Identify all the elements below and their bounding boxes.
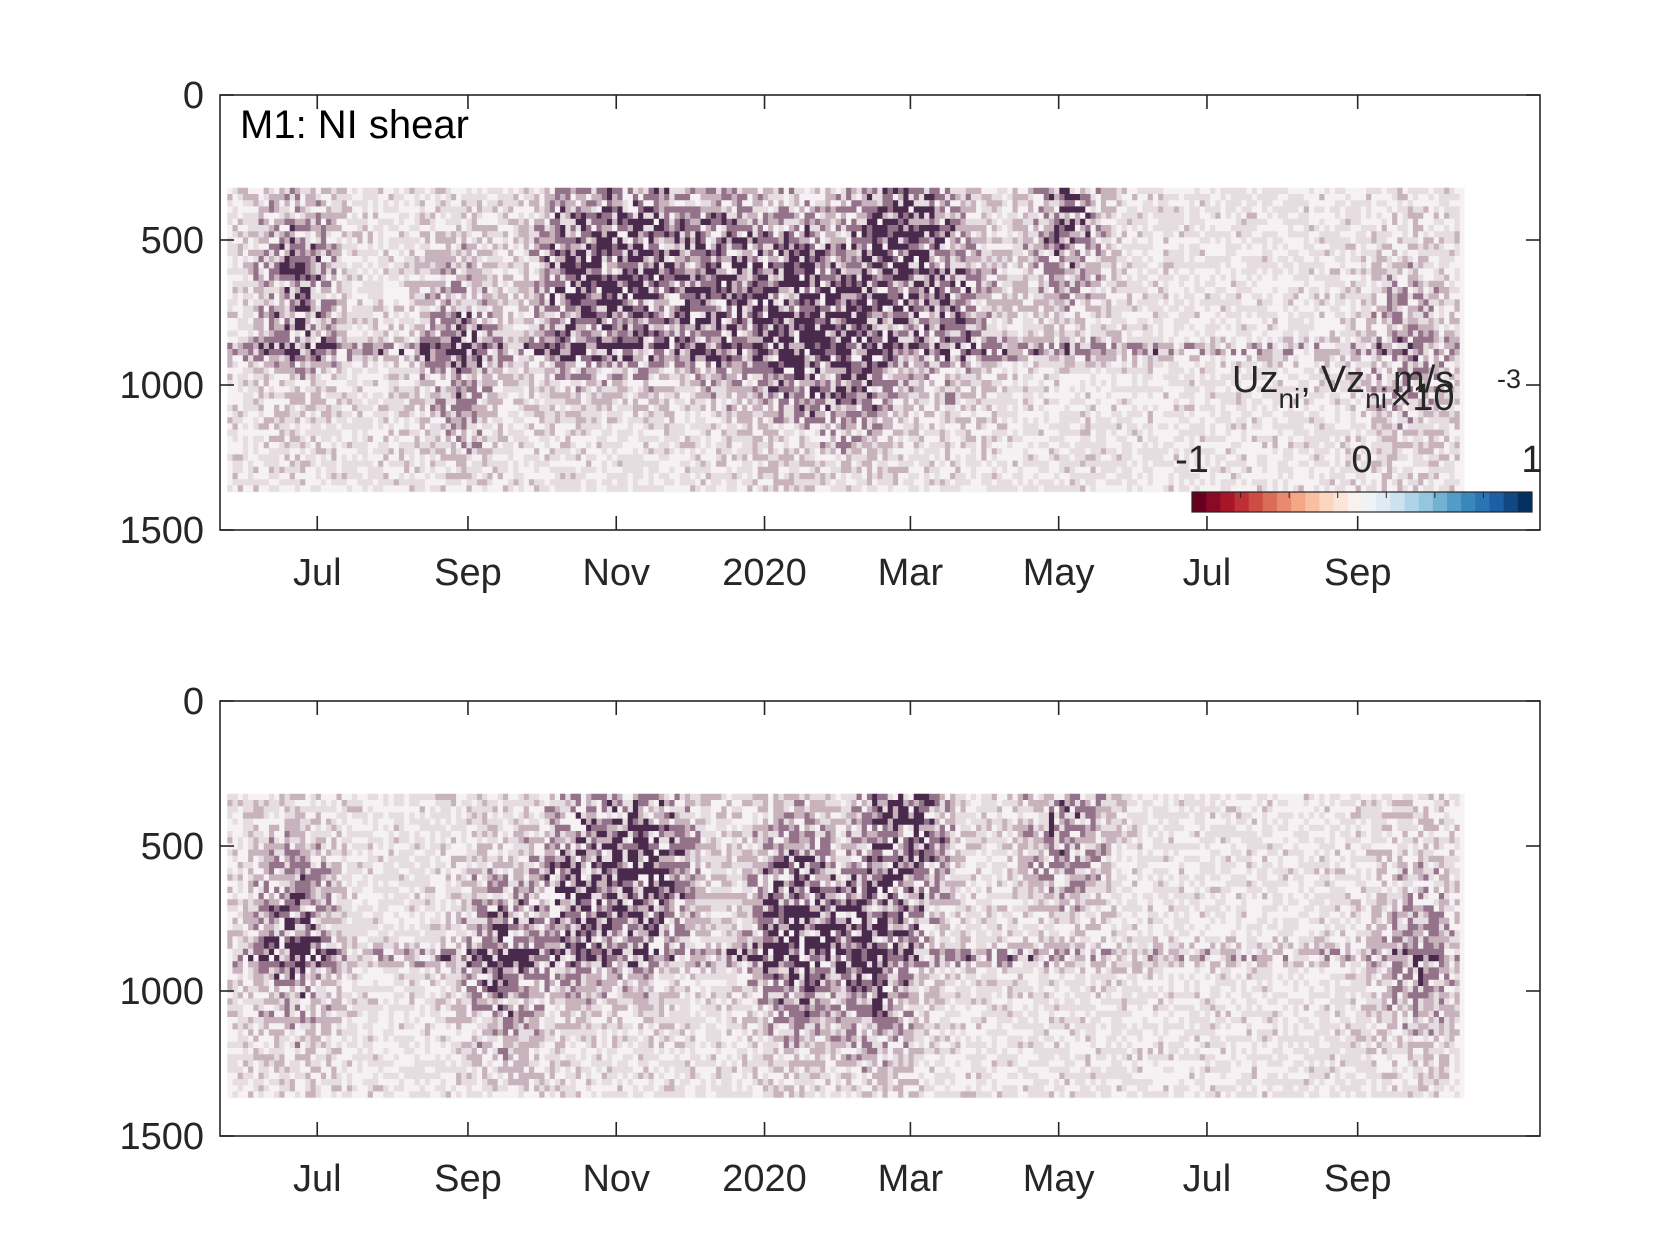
bottom-panel-heatmap-cells-d	[248, 793, 1439, 1017]
colorbar-swatch	[1291, 492, 1306, 512]
bottom-panel-y-axis: 0 500 1000 1500	[119, 681, 1540, 1158]
colorbar-swatch	[1517, 492, 1533, 512]
top-panel-x-tick-label: Sep	[1324, 552, 1392, 594]
colorbar-swatch	[1489, 492, 1505, 512]
top-panel-title: M1: NI shear	[240, 103, 469, 147]
bottom-panel-axes-box	[219, 700, 1541, 1137]
bottom-panel-x-tick-label: Jul	[293, 1158, 342, 1200]
colorbar-swatch	[1432, 492, 1448, 512]
top-panel-x-tick-label: Jul	[293, 552, 342, 594]
colorbar-swatch	[1447, 492, 1462, 512]
colorbar-swatch	[1206, 492, 1221, 512]
colorbar-swatch	[1319, 492, 1335, 512]
colorbar-label-sub-2: ni	[1365, 383, 1387, 414]
colorbar-tick-label: 1	[1521, 439, 1542, 481]
bottom-panel: 0 500 1000 1500 Jul Sep Nov 2020 Mar May Jul Sep	[119, 681, 1541, 1200]
bottom-panel-x-tick-label: Sep	[434, 1158, 502, 1200]
colorbar-swatch	[1234, 492, 1250, 512]
top-panel-x-tick-label: Nov	[582, 552, 650, 594]
colorbar-exponent: -3	[1497, 364, 1521, 394]
top-panel-heatmap-cells-a	[227, 187, 1460, 492]
colorbar-ticks	[1240, 492, 1484, 498]
top-panel-heatmap-cells-c	[227, 187, 1460, 455]
colorbar-label-sub-1: ni	[1278, 383, 1300, 414]
bottom-panel-x-tick-label: 2020	[722, 1158, 807, 1200]
top-panel: 0 500 1000 1500 Jul Sep Nov 2020 Mar May Jul Sep M…	[119, 75, 1542, 594]
top-panel-y-tick-label: 0	[183, 75, 204, 117]
colorbar-label-main-1: Uz	[1232, 359, 1278, 401]
bottom-panel-y-tick-label: 1500	[119, 1116, 204, 1158]
top-panel-x-tick-label: Mar	[878, 552, 944, 594]
colorbar-swatch	[1390, 492, 1405, 512]
top-panel-y-tick-label: 1500	[119, 510, 204, 552]
colorbar-swatch	[1262, 492, 1278, 512]
top-panel-y-tick-label: 500	[141, 220, 204, 262]
colorbar-tick-label: -1	[1175, 439, 1209, 481]
top-panel-x-tick-label: 2020	[722, 552, 807, 594]
top-panel-x-tick-label: Sep	[434, 552, 502, 594]
colorbar-label-sep: ,	[1300, 359, 1311, 401]
bottom-panel-x-axis: Jul Sep Nov 2020 Mar May Jul Sep	[293, 701, 1392, 1200]
colorbar-swatch	[1362, 492, 1377, 512]
colorbar-swatch	[1277, 492, 1292, 512]
top-panel-heatmap-cells-b	[227, 187, 1460, 492]
colorbar-swatch	[1333, 492, 1349, 512]
colorbar-label: Uzni, Vzni m/s	[1232, 359, 1454, 414]
bottom-panel-x-tick-label: Nov	[582, 1158, 650, 1200]
bottom-panel-y-tick-label: 0	[183, 681, 204, 723]
colorbar: Uzni, Vzni m/s ×10 -3 -1 0 1	[1175, 359, 1543, 513]
bottom-panel-y-tick-label: 500	[141, 826, 204, 868]
colorbar-swatch	[1220, 492, 1235, 512]
top-panel-heatmap	[227, 187, 1465, 493]
bottom-panel-x-tick-label: Mar	[878, 1158, 944, 1200]
colorbar-swatch	[1305, 492, 1320, 512]
top-panel-y-tick-label: 1000	[119, 365, 204, 407]
top-panel-y-axis: 0 500 1000 1500	[119, 75, 1540, 552]
colorbar-swatch	[1347, 492, 1363, 512]
colorbar-swatch	[1192, 492, 1207, 512]
colorbar-tick-label: 0	[1351, 439, 1372, 481]
top-panel-axes-box	[219, 94, 1541, 531]
bottom-panel-heatmap	[227, 793, 1465, 1099]
colorbar-swatch	[1461, 492, 1476, 512]
colorbar-frame	[1191, 491, 1533, 513]
colorbar-label-main-2: Vz	[1321, 359, 1365, 401]
colorbar-swatch	[1475, 492, 1490, 512]
colorbar-swatch	[1248, 492, 1264, 512]
top-panel-x-axis: Jul Sep Nov 2020 Mar May Jul Sep	[293, 95, 1392, 594]
bottom-panel-heatmap-cells-a	[227, 793, 1460, 1098]
colorbar-multiplier: ×10	[1390, 377, 1454, 419]
bottom-panel-x-tick-label: Sep	[1324, 1158, 1392, 1200]
colorbar-tick-labels: -1 0 1	[1175, 439, 1542, 481]
top-panel-x-tick-label: Jul	[1183, 552, 1232, 594]
bottom-panel-x-tick-label: May	[1023, 1158, 1095, 1200]
colorbar-swatch	[1418, 492, 1434, 512]
bottom-panel-x-tick-label: Jul	[1183, 1158, 1232, 1200]
colorbar-swatch	[1503, 492, 1519, 512]
bottom-panel-y-tick-label: 1000	[119, 971, 204, 1013]
top-panel-x-tick-label: May	[1023, 552, 1095, 594]
colorbar-unit: m/s	[1393, 359, 1454, 401]
colorbar-bar	[1192, 492, 1533, 512]
colorbar-swatch	[1376, 492, 1391, 512]
colorbar-swatch	[1404, 492, 1420, 512]
bottom-panel-heatmap-cells-b	[227, 793, 1460, 1098]
